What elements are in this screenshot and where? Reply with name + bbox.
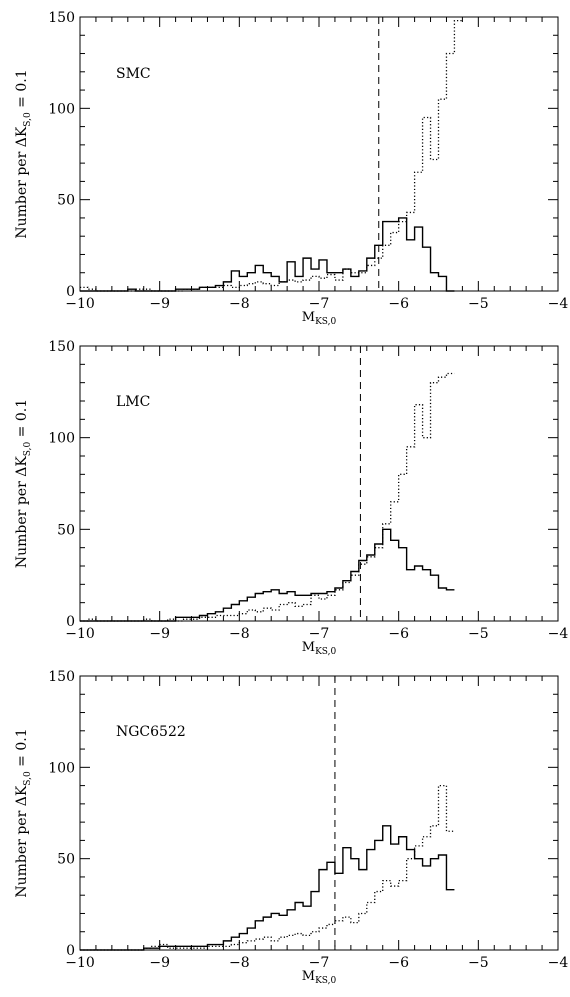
dotted-histogram-series [80, 372, 455, 622]
x-tick-label: −4 [548, 626, 569, 642]
x-axis-label-sub: KS,0 [315, 317, 336, 327]
y-axis-label-sub: S,0 [23, 442, 33, 457]
x-tick-label: −10 [65, 955, 95, 971]
x-tick-label: −8 [229, 296, 250, 312]
chart-panel-lmc: −10 −9 −8 −7 −6 −5 −4 0 50 100 150 MKS,0 Number per … [14, 339, 568, 657]
plot-frame [79, 345, 559, 622]
y-axis-label: Number per ΔKS,0 = 0.1 [14, 728, 33, 897]
y-tick-label: 50 [57, 852, 75, 868]
dotted-histogram-series [80, 20, 463, 292]
y-tick-label: 150 [48, 339, 75, 355]
plot-frame [79, 675, 559, 951]
x-tick-label: −7 [309, 955, 330, 971]
y-axis-label: Number per ΔKS,0 = 0.1 [14, 399, 33, 568]
x-tick-label: −6 [388, 955, 409, 971]
x-tick-label: −4 [548, 296, 569, 312]
panel-label: SMC [116, 66, 151, 82]
y-axis-label-prefix: Number per ΔK [14, 456, 30, 568]
y-tick-label: 150 [48, 669, 75, 685]
x-tick-label: −10 [65, 296, 95, 312]
x-axis-label-sub: KS,0 [315, 976, 336, 986]
x-tick-label: −8 [229, 626, 250, 642]
y-tick-label: 0 [66, 284, 75, 300]
y-axis-label-prefix: Number per ΔK [14, 126, 30, 238]
panel-label: LMC [116, 394, 150, 410]
x-tick-label: −9 [149, 955, 170, 971]
dotted-histogram-series [80, 784, 455, 951]
x-tick-label: −5 [468, 296, 489, 312]
plot-frame [79, 16, 559, 292]
y-axis-label-sub: S,0 [23, 112, 33, 127]
y-tick-label: 150 [48, 10, 75, 26]
x-tick-label: −7 [309, 626, 330, 642]
y-axis-label-prefix: Number per ΔK [14, 785, 30, 897]
y-tick-label: 100 [48, 431, 75, 447]
y-axis-label-sub: S,0 [23, 771, 33, 786]
y-tick-label: 100 [48, 101, 75, 117]
y-axis-label: Number per ΔKS,0 = 0.1 [14, 69, 33, 238]
y-axis-label-suffix: = 0.1 [14, 69, 30, 112]
x-tick-label: −6 [388, 626, 409, 642]
panel-label: NGC6522 [116, 724, 186, 740]
x-axis-label-main: M [302, 310, 315, 325]
y-axis-label-suffix: = 0.1 [14, 728, 30, 771]
x-tick-label: −9 [149, 626, 170, 642]
x-tick-label: −6 [388, 296, 409, 312]
y-tick-label: 0 [66, 614, 75, 630]
y-tick-label: 0 [66, 943, 75, 959]
y-tick-label: 50 [57, 193, 75, 209]
x-tick-label: −10 [65, 626, 95, 642]
x-tick-label: −8 [229, 955, 250, 971]
y-axis-label-suffix: = 0.1 [14, 399, 30, 442]
x-axis-label-main: M [302, 969, 315, 984]
x-axis-label: MKS,0 [302, 640, 337, 657]
solid-histogram-series [80, 528, 455, 622]
x-axis-label-sub: KS,0 [315, 647, 336, 657]
x-tick-label: −5 [468, 955, 489, 971]
x-tick-label: −7 [309, 296, 330, 312]
x-axis-label: MKS,0 [302, 969, 337, 986]
chart-panel-ngc6522: −10 −9 −8 −7 −6 −5 −4 0 50 100 150 MKS,0 Number per … [14, 669, 568, 986]
x-tick-label: −4 [548, 955, 569, 971]
y-tick-label: 50 [57, 522, 75, 538]
solid-histogram-series [80, 217, 455, 292]
x-axis-label-main: M [302, 640, 315, 655]
x-tick-label: −5 [468, 626, 489, 642]
x-axis-label: MKS,0 [302, 310, 337, 327]
y-tick-label: 100 [48, 760, 75, 776]
solid-histogram-series [80, 825, 455, 951]
chart-panel-smc: −10 −9 −8 −7 −6 −5 −4 0 50 100 150 MKS,0 Number per … [14, 10, 568, 327]
x-tick-label: −9 [149, 296, 170, 312]
